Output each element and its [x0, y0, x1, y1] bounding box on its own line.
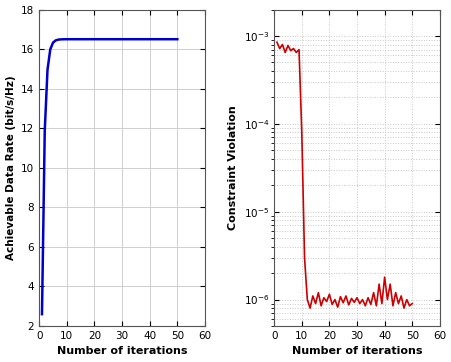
X-axis label: Number of iterations: Number of iterations	[291, 346, 421, 357]
Y-axis label: Constraint Violation: Constraint Violation	[228, 105, 238, 230]
X-axis label: Number of iterations: Number of iterations	[57, 346, 187, 357]
Y-axis label: Achievable Data Rate (bit/s/Hz): Achievable Data Rate (bit/s/Hz)	[5, 76, 15, 260]
